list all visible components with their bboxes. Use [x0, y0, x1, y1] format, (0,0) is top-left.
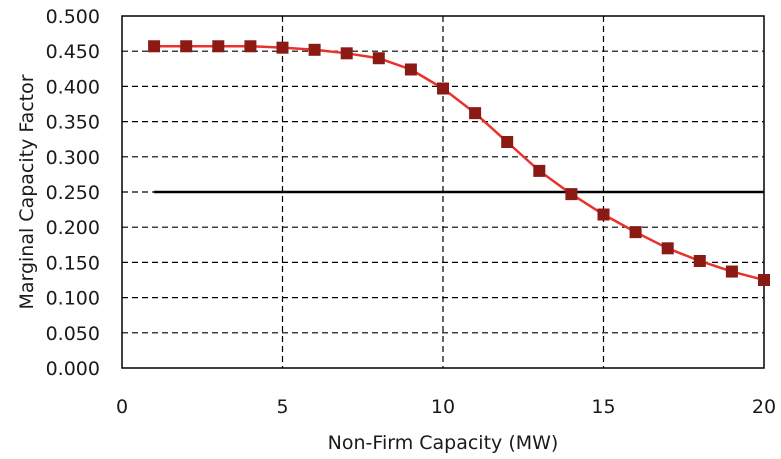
data-markers [148, 40, 770, 286]
y-tick-label: 0.450 [46, 41, 100, 63]
data-point [148, 40, 161, 53]
x-tick-label: 10 [431, 396, 455, 418]
data-point [437, 82, 449, 95]
data-point [725, 265, 738, 278]
data-point [404, 63, 417, 76]
y-tick-label: 0.250 [46, 182, 100, 204]
y-tick-labels: 0.000 0.050 0.100 0.150 0.200 0.250 0.300 0.350… [46, 6, 100, 380]
data-point [469, 107, 482, 120]
data-point [308, 43, 321, 56]
x-tick-label: 15 [591, 396, 615, 418]
y-axis-title: Marginal Capacity Factor [16, 74, 38, 309]
data-point [629, 226, 642, 239]
y-tick-label: 0.100 [46, 288, 100, 310]
y-tick-label: 0.050 [46, 323, 100, 345]
data-point [212, 40, 225, 53]
data-point [758, 274, 770, 286]
y-tick-label: 0.000 [46, 358, 100, 380]
data-point [276, 41, 289, 54]
data-point [693, 254, 706, 267]
data-point [661, 242, 674, 255]
data-point [565, 188, 578, 201]
data-point [340, 47, 353, 60]
y-tick-label: 0.500 [46, 6, 100, 28]
data-point [501, 136, 514, 149]
x-tick-label: 0 [116, 396, 128, 418]
x-tick-labels: 0 5 10 15 20 [116, 396, 776, 418]
x-tick-label: 20 [752, 396, 776, 418]
data-point [597, 208, 610, 221]
data-point [180, 40, 193, 53]
x-tick-label: 5 [276, 396, 288, 418]
data-point [372, 52, 385, 65]
y-tick-label: 0.350 [46, 112, 100, 134]
y-tick-label: 0.400 [46, 76, 100, 98]
y-tick-label: 0.200 [46, 217, 100, 239]
data-point [533, 164, 546, 177]
data-point [244, 40, 257, 53]
y-tick-label: 0.150 [46, 252, 100, 274]
x-axis-title: Non-Firm Capacity (MW) [328, 432, 559, 454]
y-tick-label: 0.300 [46, 147, 100, 169]
